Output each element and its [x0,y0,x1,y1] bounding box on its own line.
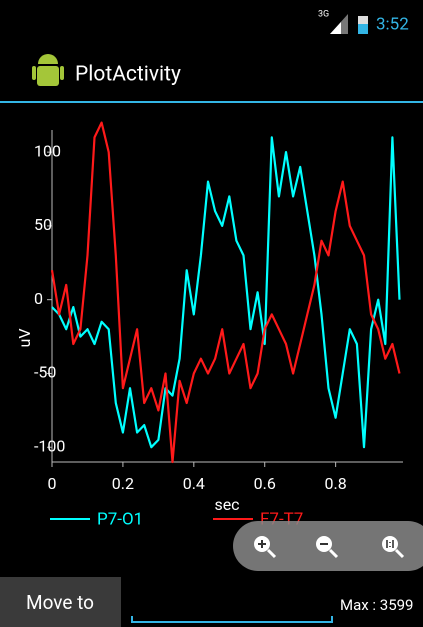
y-tick-label: 0 [34,289,43,308]
clock: 3:52 [376,14,409,34]
x-tick-label: 0.6 [254,474,276,493]
app-bar-divider [0,101,423,103]
x-axis-label: sec [214,495,239,514]
x-tick-label: 0.4 [183,474,205,493]
y-tick-label: -50 [34,363,56,382]
y-axis-label: uV [15,328,34,347]
page: 3G 3:52 PlotActivity -100 -50 0 50 100 0 0.2 0.… [0,0,423,627]
x-tick-label: 0.2 [112,474,134,493]
app-icon [32,54,64,86]
legend-label: P7-O1 [97,509,143,529]
y-tick-label: 100 [34,141,61,160]
input-field[interactable] [132,616,332,622]
max-label: Max : 3599 [340,596,414,614]
series-line [52,123,400,462]
x-tick-label: 0.8 [325,474,347,493]
battery-level [358,24,368,34]
zoom-controls [233,521,423,571]
screen: 3G 3:52 PlotActivity -100 -50 0 50 100 0 0.2 0.… [0,0,423,627]
x-tick-label: 0 [48,474,57,493]
y-tick-label: -100 [34,436,65,455]
move-button-label: Move to [26,591,94,614]
y-tick-label: 50 [34,215,52,234]
app-title: PlotActivity [75,63,181,87]
network-type: 3G [318,9,329,19]
series-line [52,137,400,447]
